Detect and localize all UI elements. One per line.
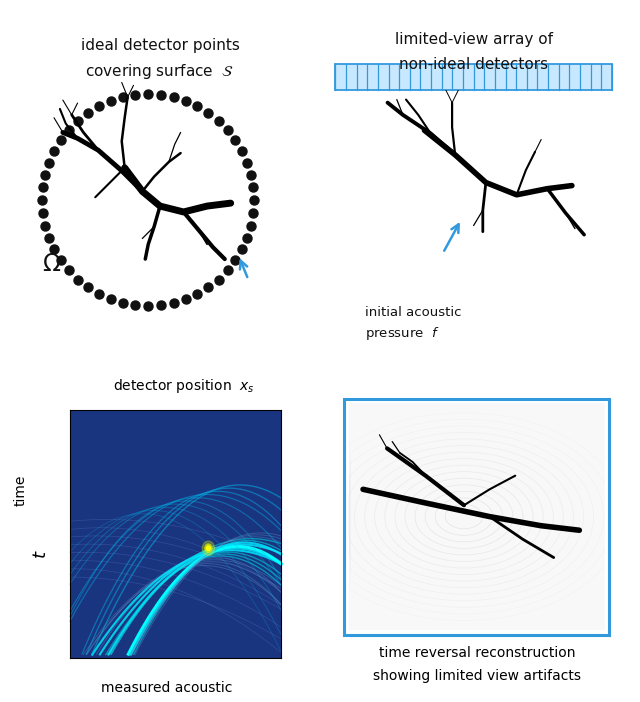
Text: time: time [14,475,28,506]
Circle shape [202,541,214,555]
Text: $\Omega$: $\Omega$ [42,252,61,276]
Text: $t$: $t$ [31,549,49,559]
Text: measured acoustic: measured acoustic [101,681,233,695]
Text: time reversal reconstruction: time reversal reconstruction [378,646,575,660]
Text: pressure  $f$: pressure $f$ [365,325,440,342]
Text: limited-view array of: limited-view array of [395,32,552,47]
Circle shape [205,544,212,552]
Bar [349,403,605,630]
Text: covering surface  $\mathcal{S}$: covering surface $\mathcal{S}$ [86,62,234,81]
Bar [70,410,282,658]
Bar [335,65,612,91]
Text: detector position  $x_s$: detector position $x_s$ [113,377,255,395]
Bar [344,399,609,635]
Text: non-ideal detectors: non-ideal detectors [399,57,548,72]
Circle shape [207,546,211,550]
Text: ideal detector points: ideal detector points [81,39,239,53]
Text: initial acoustic: initial acoustic [365,306,461,319]
Text: showing limited view artifacts: showing limited view artifacts [372,669,581,683]
